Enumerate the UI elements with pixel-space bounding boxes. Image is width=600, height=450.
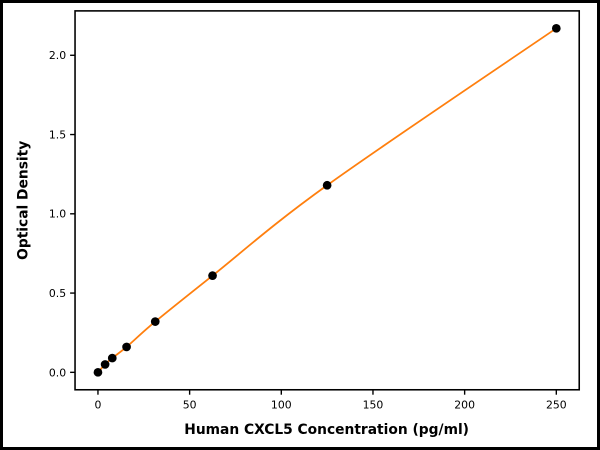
data-point-marker: [150, 317, 160, 326]
y-tick-label: 2.0: [49, 49, 66, 62]
x-tick-label: 150: [363, 399, 384, 412]
data-point-marker: [93, 367, 103, 377]
x-axis-title: Human CXCL5 Concentration (pg/ml): [184, 422, 469, 438]
y-axis-title: Optical Density: [16, 141, 32, 260]
data-point-marker: [551, 23, 561, 33]
data-point-marker: [107, 353, 117, 363]
data-point-marker: [122, 342, 131, 352]
axis-ticks: 0 50 100 150 200 250 0.0 0.5 1.0 1.5 2.0: [49, 49, 567, 411]
x-tick-label: 0: [95, 399, 102, 412]
data-point-marker: [322, 180, 332, 190]
y-tick-label: 1.0: [49, 208, 66, 221]
plot-area: [75, 10, 580, 390]
x-tick-label: 50: [183, 399, 197, 412]
standard-curve-chart: 0 50 100 150 200 250 0.0 0.5 1.0 1.5 2.0 Human CXC…: [16, 10, 581, 438]
x-tick-label: 250: [546, 399, 567, 412]
plot-spines: [74, 10, 581, 391]
x-tick-label: 200: [454, 399, 475, 412]
data-point-marker: [100, 360, 110, 369]
data-points: [93, 23, 561, 377]
y-tick-label: 1.5: [49, 128, 66, 141]
y-tick-label: 0.5: [49, 287, 66, 300]
x-tick-label: 100: [271, 399, 292, 412]
y-tick-label: 0.0: [49, 366, 66, 379]
data-point-marker: [208, 271, 217, 280]
